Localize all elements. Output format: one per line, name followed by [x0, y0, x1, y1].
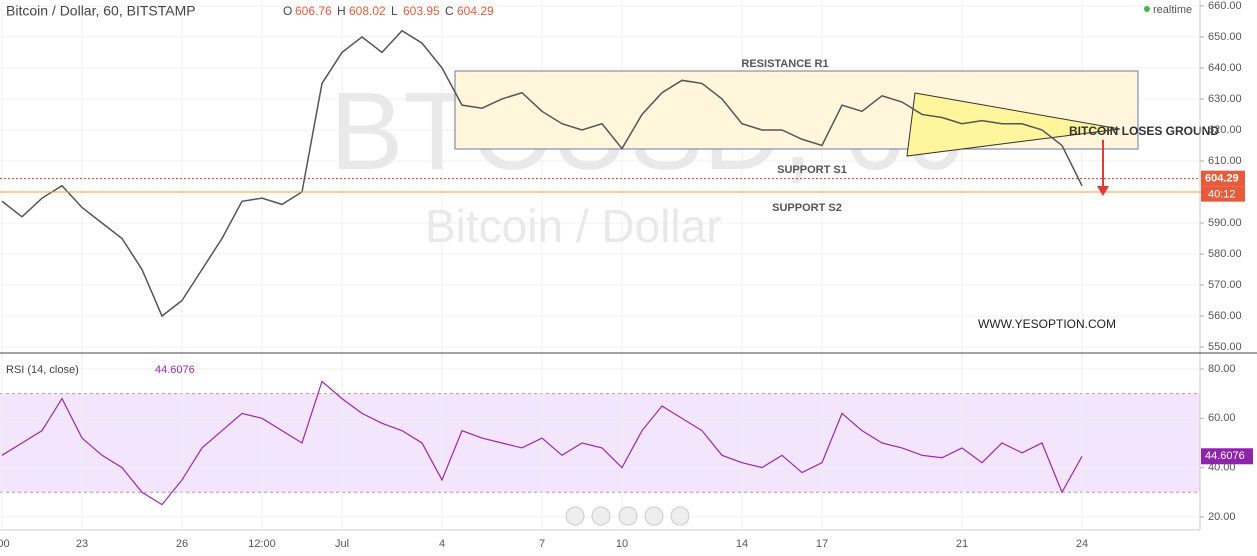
status: realtime [1153, 4, 1192, 16]
y-tick-label: 580.00 [1208, 248, 1242, 260]
x-tick-label: Jul [335, 538, 349, 550]
countdown: 40:12 [1208, 189, 1236, 201]
y-tick-label: 560.00 [1208, 310, 1242, 322]
rsi-value: 44.6076 [155, 364, 195, 376]
rsi-tag [1201, 448, 1253, 465]
price-tag [1201, 170, 1245, 187]
x-tick-label: 14 [736, 538, 748, 550]
annotation: RESISTANCE R1 [741, 58, 828, 70]
ohlc: O 606.76 H 608.02 L 603.95 C 604.29 [283, 4, 494, 18]
y-tick-label: 620.00 [1208, 124, 1242, 136]
annotation: SUPPORT S1 [777, 164, 847, 176]
x-tick-label: :00 [0, 538, 10, 550]
ohlc-key: L [391, 4, 398, 18]
x-tick-label: 10 [616, 538, 628, 550]
button[interactable] [644, 506, 664, 526]
ohlc-value: 604.29 [457, 4, 494, 18]
button[interactable] [591, 506, 611, 526]
y-tick-label: 610.00 [1208, 155, 1242, 167]
y-tick-label: 40.00 [1208, 462, 1236, 474]
y-tick-label: 660.00 [1208, 0, 1242, 12]
ohlc-value: 608.02 [349, 4, 386, 18]
y-tick-label: 20.00 [1208, 511, 1236, 523]
rsi-band [0, 393, 1200, 493]
annotation: SUPPORT S2 [772, 202, 842, 214]
x-tick-label: 21 [956, 538, 968, 550]
rsi-title: RSI (14, close) [6, 364, 79, 376]
y-tick-label: 60.00 [1208, 412, 1236, 424]
nav-buttons[interactable] [565, 506, 690, 526]
y-tick-label: 640.00 [1208, 62, 1242, 74]
annotation: WWW.YESOPTION.COM [978, 317, 1116, 331]
price-tag-label: 604.29 [1205, 173, 1239, 185]
annotation: BITCOIN LOSES GROUND [1069, 124, 1219, 138]
ohlc-key: O [283, 4, 292, 18]
ohlc-value: 606.76 [295, 4, 332, 18]
button[interactable] [670, 506, 690, 526]
triangle [906, 92, 1121, 157]
x-tick-label: 24 [1076, 538, 1088, 550]
arrow-head [1097, 186, 1109, 196]
y-tick-label: 590.00 [1208, 217, 1242, 229]
x-tick-label: 12:00 [248, 538, 276, 550]
button[interactable] [565, 506, 585, 526]
button[interactable] [618, 506, 638, 526]
ohlc-key: C [445, 4, 454, 18]
watermark: Bitcoin / Dollar [425, 200, 722, 252]
rsi-line [1, 380, 1083, 506]
x-tick-label: 4 [439, 538, 445, 550]
y-tick-label: 80.00 [1208, 363, 1236, 375]
x-tick-label: 23 [76, 538, 88, 550]
x-tick-label: 17 [816, 538, 828, 550]
chart-title: Bitcoin / Dollar, 60, BITSTAMP [6, 3, 196, 19]
grid [0, 0, 1200, 530]
plot [0, 29, 1200, 506]
x-tick-label: 26 [176, 538, 188, 550]
y-tick-label: 650.00 [1208, 31, 1242, 43]
ohlc-value: 603.95 [403, 4, 440, 18]
x-tick-label: 7 [539, 538, 545, 550]
countdown-tag [1201, 186, 1245, 202]
y-tick-label: 570.00 [1208, 279, 1242, 291]
y-tick-label: 550.00 [1208, 341, 1242, 353]
price-line [1, 29, 1083, 318]
status-dot [1144, 6, 1150, 12]
rsi-tag-label: 44.6076 [1205, 450, 1245, 462]
ohlc-key: H [337, 4, 346, 18]
y-tick-label: 630.00 [1208, 93, 1242, 105]
